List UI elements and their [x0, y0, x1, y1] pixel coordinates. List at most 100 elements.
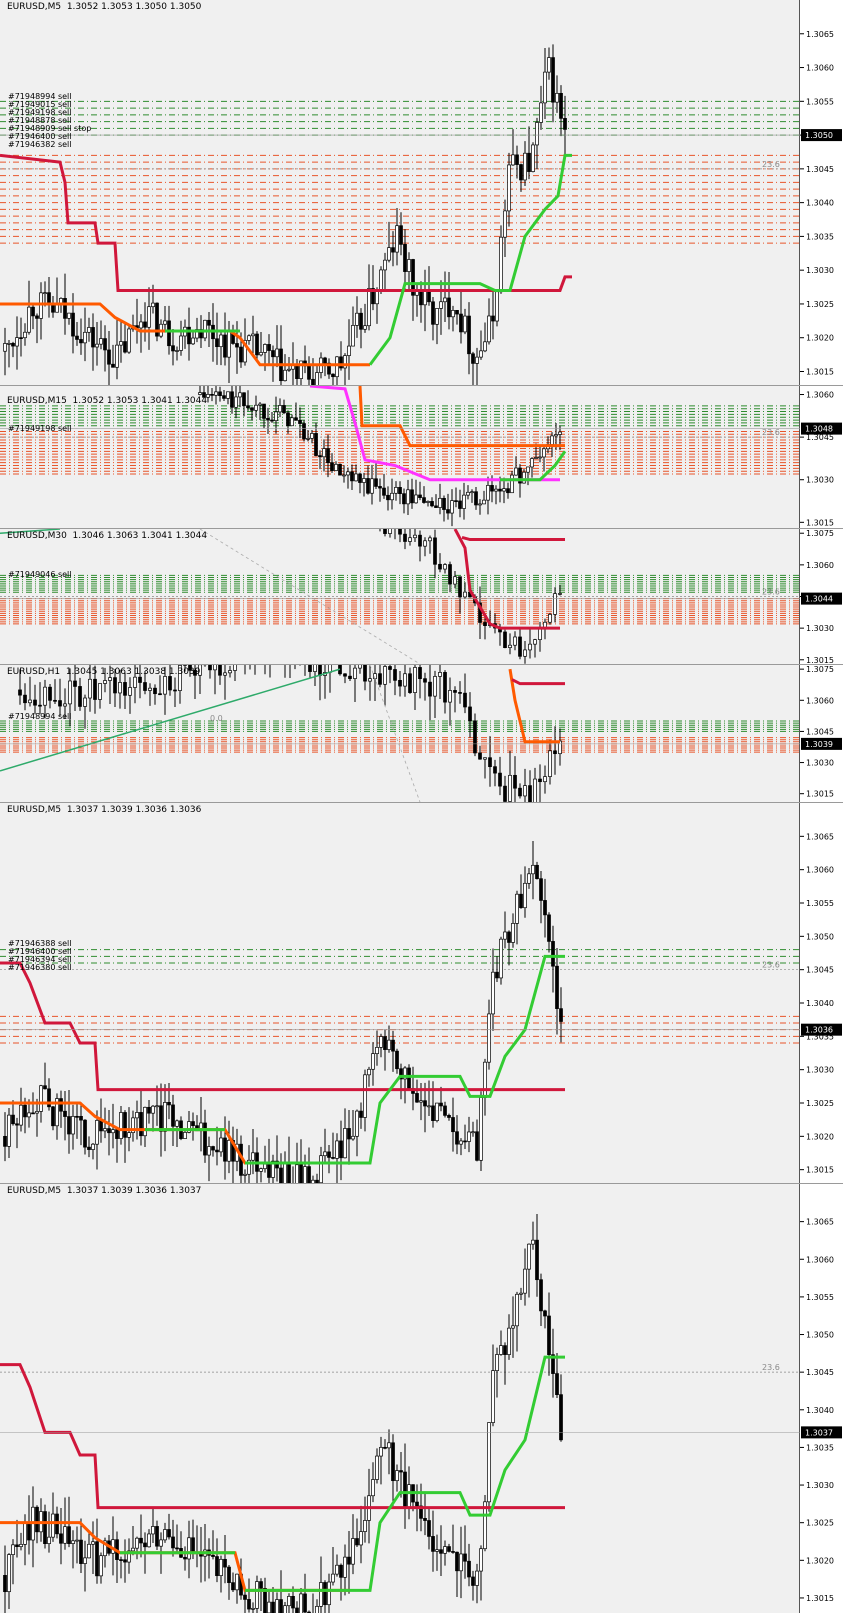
candle-body	[143, 321, 147, 328]
candle-body	[354, 473, 358, 482]
candle-body	[163, 676, 167, 695]
candle-body	[438, 497, 442, 508]
plot-area[interactable]: 23.6	[0, 1184, 800, 1613]
candle-body	[299, 1164, 303, 1183]
candle-body	[426, 501, 430, 503]
chart-title: EURUSD,M5 1.3037 1.3039 1.3036 1.3037	[7, 1186, 202, 1196]
axis-tick-label: 1.3045	[806, 727, 834, 736]
candle-body	[75, 1539, 79, 1542]
plot-area[interactable]: 0.0	[0, 665, 800, 802]
candle-body	[279, 1599, 283, 1613]
chart-panel-h1[interactable]: 0.0 1.3075 1.3060 1.3045 1.3030 1.3015 1.3039…	[0, 665, 843, 803]
axis-tick-label: 1.3025	[806, 300, 834, 309]
candle-body	[315, 372, 319, 385]
candle-body	[193, 669, 197, 676]
candle-body	[35, 1111, 39, 1114]
plot-area[interactable]: 23.6	[0, 529, 800, 664]
price-axis[interactable]: 1.3065 1.3060 1.3055 1.3050 1.3045 1.3040 1.30…	[800, 0, 843, 385]
chart-title: EURUSD,H1 1.3045 1.3063 1.3038 1.3039	[7, 667, 201, 677]
plot-area[interactable]: 23.6	[0, 386, 800, 528]
order-label: #71946388 sell	[8, 939, 72, 948]
candle-body	[458, 692, 462, 694]
candle-body	[247, 1599, 251, 1610]
chart-panel-m15[interactable]: 23.6 1.3060 1.3045 1.3030 1.3015 1.3048 EURU…	[0, 386, 843, 529]
candle-body	[119, 1112, 123, 1139]
candle-body	[515, 893, 519, 924]
chart-panel-m30[interactable]: 23.6 1.30751.30601.30451.30301.30151.304…	[0, 529, 843, 665]
candle-body	[339, 356, 343, 369]
candle-body	[451, 1117, 455, 1133]
candle-body	[559, 92, 563, 119]
candle-body	[18, 689, 22, 696]
price-axis[interactable]: 1.3065 1.3060 1.3055 1.3050 1.3045 1.3040 1.30…	[800, 803, 843, 1183]
plot-area[interactable]: 23.6	[0, 0, 800, 385]
candle-body	[358, 665, 362, 669]
candle-body	[59, 1533, 63, 1544]
candle-body	[270, 419, 274, 422]
axis-tick-label: 1.3030	[806, 1066, 834, 1075]
candle-body	[478, 602, 482, 623]
fib-level-label: 23.6	[762, 961, 780, 970]
plot-area[interactable]: 23.6	[0, 803, 800, 1183]
candle-body	[203, 319, 207, 339]
candle-body	[346, 471, 350, 476]
candle-body	[399, 1068, 403, 1080]
candle-body	[451, 310, 455, 318]
candle-body	[439, 1549, 443, 1554]
candle-body	[394, 487, 398, 494]
order-label: #71949198 sell	[8, 424, 72, 433]
price-axis[interactable]: 1.3075 1.3060 1.3045 1.3030 1.3015 1.3039	[800, 665, 843, 802]
chart-panel-m5-1[interactable]: 23.6 1.3065 1.3060 1.3055 1.3050 1.3045 1.304…	[0, 0, 843, 386]
candle-body	[543, 71, 547, 104]
candle-body	[423, 290, 427, 306]
current-price-label: 1.3044	[805, 595, 833, 604]
chart-panel-m5-3[interactable]: 23.6 1.3065 1.3060 1.3055 1.3050 1.3045 1.304…	[0, 1184, 843, 1613]
candle-body	[499, 938, 503, 979]
candle-body	[339, 1564, 343, 1578]
candle-body	[382, 487, 386, 496]
candle-body	[147, 306, 151, 328]
candle-body	[555, 965, 559, 1009]
candle-body	[479, 1097, 483, 1161]
chart-panel-m5-2[interactable]: 23.6 1.3065 1.3060 1.3055 1.3050 1.3045 1.304…	[0, 803, 843, 1184]
candle-body	[115, 344, 119, 368]
axis-tick-label: 1.3045	[806, 1368, 834, 1377]
candle-body	[514, 467, 518, 476]
candle-body	[242, 392, 246, 407]
price-axis[interactable]: 1.3060 1.3045 1.3030 1.3015 1.3048	[800, 386, 843, 528]
candle-body	[371, 288, 375, 305]
candle-body	[48, 686, 52, 701]
candle-body	[428, 537, 432, 542]
candle-body	[322, 448, 326, 458]
order-labels: #71949198 sell	[8, 425, 72, 433]
candle-body	[218, 665, 222, 676]
axis-tick-label: 1.3045	[806, 966, 834, 975]
candle-body	[415, 1501, 419, 1507]
candle-body	[423, 1517, 427, 1521]
candle-body	[311, 378, 315, 385]
candle-body	[488, 757, 492, 768]
candle-body	[519, 893, 523, 909]
axis-tick-label: 1.3035	[806, 232, 834, 241]
candle-body	[243, 1594, 247, 1600]
price-axis[interactable]: 1.3065 1.3060 1.3055 1.3050 1.3045 1.3040 1.30…	[800, 1184, 843, 1613]
candle-body	[295, 1607, 299, 1613]
candle-body	[43, 1085, 47, 1090]
chart-svg: 23.6	[0, 840, 800, 1183]
candle-body	[331, 373, 335, 378]
candle-body	[511, 1325, 515, 1329]
candle-body	[447, 1546, 451, 1552]
candle-body	[458, 500, 462, 509]
candle-body	[543, 776, 547, 783]
candle-body	[3, 1135, 7, 1147]
axis-tick-label: 1.3075	[806, 665, 834, 674]
axis-tick-label: 1.3065	[806, 832, 834, 841]
candle-body	[439, 1102, 443, 1107]
axis-tick-label: 1.3015	[806, 1594, 834, 1603]
candle-body	[408, 537, 412, 542]
candle-body	[390, 492, 394, 501]
candle-body	[403, 244, 407, 272]
candle-body	[230, 391, 234, 408]
candle-body	[468, 706, 472, 722]
